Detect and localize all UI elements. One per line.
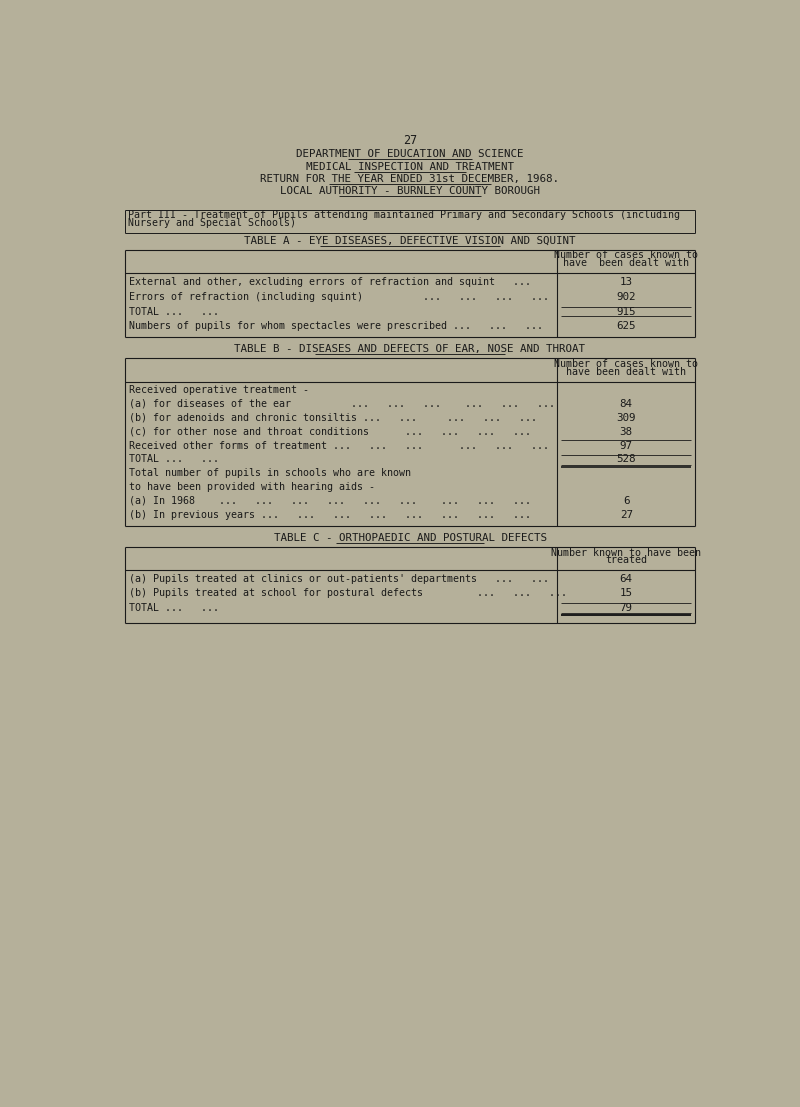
Text: 97: 97 [620,441,633,451]
Text: 79: 79 [620,603,633,613]
Text: Number known to have been: Number known to have been [551,548,702,558]
Text: TOTAL ...   ...: TOTAL ... ... [130,603,219,613]
Text: (a) Pupils treated at clinics or out-patients' departments   ...   ...: (a) Pupils treated at clinics or out-pat… [130,573,550,583]
Text: 625: 625 [617,321,636,331]
Text: 38: 38 [620,426,633,436]
Text: have  been dealt with: have been dealt with [563,258,690,268]
Text: Errors of refraction (including squint)          ...   ...   ...   ...: Errors of refraction (including squint) … [130,292,550,302]
Text: MEDICAL INSPECTION AND TREATMENT: MEDICAL INSPECTION AND TREATMENT [306,162,514,172]
Text: treated: treated [606,556,647,566]
Text: TOTAL ...   ...: TOTAL ... ... [130,307,219,317]
Text: Received operative treatment -: Received operative treatment - [130,385,310,395]
Text: (a) In 1968    ...   ...   ...   ...   ...   ...    ...   ...   ...: (a) In 1968 ... ... ... ... ... ... ... … [130,496,531,506]
Text: 902: 902 [617,292,636,302]
Text: TABLE A - EYE DISEASES, DEFECTIVE VISION AND SQUINT: TABLE A - EYE DISEASES, DEFECTIVE VISION… [244,236,576,246]
Text: 13: 13 [620,277,633,288]
Text: (b) for adenoids and chronic tonsiltis ...   ...     ...   ...   ...: (b) for adenoids and chronic tonsiltis .… [130,413,538,423]
Text: 84: 84 [620,399,633,408]
Text: Total number of pupils in schools who are known: Total number of pupils in schools who ar… [130,468,411,478]
Text: RETURN FOR THE YEAR ENDED 31st DECEMBER, 1968.: RETURN FOR THE YEAR ENDED 31st DECEMBER,… [261,174,559,184]
Text: (b) Pupils treated at school for postural defects         ...   ...   ...: (b) Pupils treated at school for postura… [130,589,567,599]
Text: TOTAL ...   ...: TOTAL ... ... [130,454,219,465]
Text: Number of cases known to: Number of cases known to [554,250,698,260]
Text: Part III - Treatment of Pupils attending maintained Primary and Secondary School: Part III - Treatment of Pupils attending… [128,210,680,220]
Text: 27: 27 [403,134,417,146]
Text: 309: 309 [617,413,636,423]
Text: 528: 528 [617,454,636,465]
Text: TABLE B - DISEASES AND DEFECTS OF EAR, NOSE AND THROAT: TABLE B - DISEASES AND DEFECTS OF EAR, N… [234,344,586,354]
Text: TABLE C - ORTHOPAEDIC AND POSTURAL DEFECTS: TABLE C - ORTHOPAEDIC AND POSTURAL DEFEC… [274,532,546,542]
Text: (a) for diseases of the ear          ...   ...   ...    ...   ...   ...: (a) for diseases of the ear ... ... ... … [130,399,555,408]
Text: to have been provided with hearing aids -: to have been provided with hearing aids … [130,483,375,493]
Text: LOCAL AUTHORITY - BURNLEY COUNTY BOROUGH: LOCAL AUTHORITY - BURNLEY COUNTY BOROUGH [280,186,540,196]
Text: Nursery and Special Schools): Nursery and Special Schools) [128,218,296,228]
Text: 27: 27 [620,510,633,520]
Text: (c) for other nose and throat conditions      ...   ...   ...   ...: (c) for other nose and throat conditions… [130,426,531,436]
Text: 15: 15 [620,589,633,599]
Text: have been dealt with: have been dealt with [566,366,686,376]
Text: Numbers of pupils for whom spectacles were prescribed ...   ...   ...: Numbers of pupils for whom spectacles we… [130,321,543,331]
Text: Received other forms of treatment ...   ...   ...      ...   ...   ...: Received other forms of treatment ... ..… [130,441,550,451]
Text: Number of cases known to: Number of cases known to [554,359,698,369]
Text: DEPARTMENT OF EDUCATION AND SCIENCE: DEPARTMENT OF EDUCATION AND SCIENCE [296,149,524,159]
Text: 64: 64 [620,573,633,583]
Text: 6: 6 [623,496,630,506]
Text: 915: 915 [617,307,636,317]
Text: External and other, excluding errors of refraction and squint   ...: External and other, excluding errors of … [130,277,531,288]
Text: (b) In previous years ...   ...   ...   ...   ...   ...   ...   ...: (b) In previous years ... ... ... ... ..… [130,510,531,520]
